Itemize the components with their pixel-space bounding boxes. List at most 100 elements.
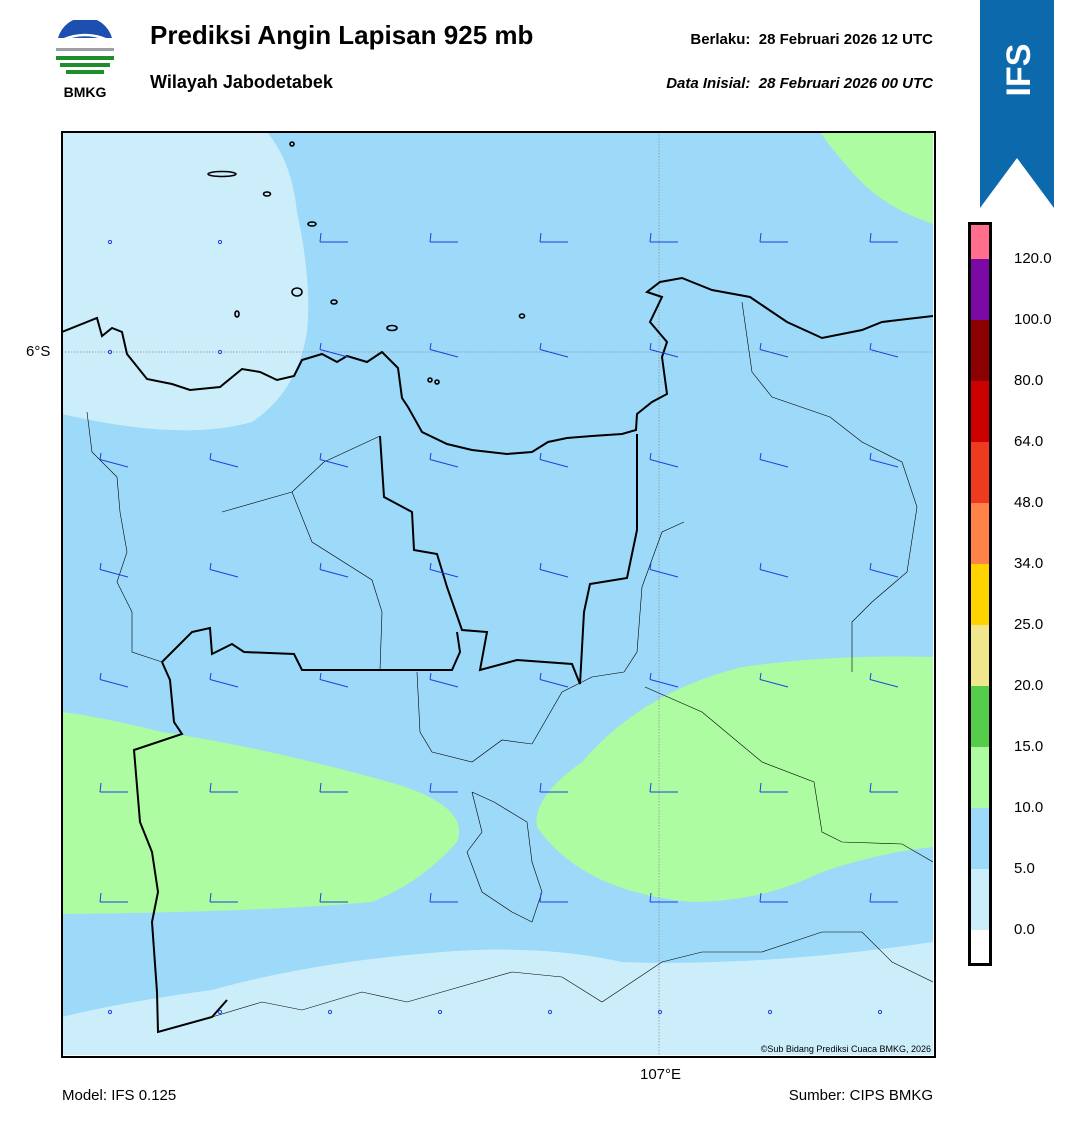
wind-barb (99, 672, 129, 688)
wind-barb (209, 562, 239, 578)
model-label: Model: IFS 0.125 (62, 1087, 177, 1104)
wind-barb (869, 232, 898, 243)
wind-barb (649, 562, 679, 578)
colorbar-tick-label: 48.0 (1014, 494, 1044, 511)
wind-barb (319, 232, 348, 243)
wind-barb (869, 782, 898, 793)
wind-barb (99, 782, 128, 793)
wind-barb (869, 342, 899, 358)
calm-wind-symbol (107, 239, 113, 245)
wind-barb (429, 342, 459, 358)
colorbar-segment (970, 869, 990, 930)
wind-barb (319, 892, 348, 903)
wind-barb (759, 342, 789, 358)
wind-barb (539, 782, 568, 793)
colorbar-tick-label: 5.0 (1014, 860, 1035, 877)
moderate-area-east (536, 656, 933, 902)
valid-time: Berlaku: 28 Februari 2026 12 UTC (690, 31, 933, 48)
longitude-label: 107°E (640, 1066, 682, 1083)
region-subtitle: Wilayah Jabodetabek (150, 72, 333, 92)
calm-wind-symbol (217, 349, 223, 355)
colorbar-segment (970, 564, 990, 625)
map-title: Prediksi Angin Lapisan 925 mb (150, 20, 534, 50)
wind-barb (209, 452, 239, 468)
wind-barb (539, 892, 568, 903)
district-borders (86, 301, 933, 1018)
colorbar-segment (970, 625, 990, 686)
colorbar-segment (970, 442, 990, 503)
wind-barb (539, 672, 569, 688)
wind-barb (319, 672, 349, 688)
colorbar-segment (970, 381, 990, 442)
colorbar-tick-label: 80.0 (1014, 372, 1044, 389)
wind-barb (759, 562, 789, 578)
colorbar-tick-label: 100.0 (1014, 311, 1052, 328)
wind-barb (99, 452, 129, 468)
init-label: Data Inisial: (666, 75, 751, 92)
colorbar-tick-label: 10.0 (1014, 799, 1044, 816)
coastline (62, 276, 933, 456)
colorbar-segment (970, 503, 990, 564)
colorbar-tick-label: 25.0 (1014, 616, 1044, 633)
calm-wind-symbol (217, 239, 223, 245)
wind-barb (649, 892, 678, 903)
valid-value: 28 Februari 2026 12 UTC (758, 31, 933, 48)
bmkg-logo: BMKG (52, 17, 118, 102)
wind-barb (759, 672, 789, 688)
wind-barb (649, 672, 679, 688)
copyright-text: ©Sub Bidang Prediksi Cuaca BMKG, 2026 (760, 1044, 931, 1054)
wind-barb (99, 892, 128, 903)
colorbar-tick-label: 120.0 (1014, 250, 1052, 267)
wind-barb (319, 562, 349, 578)
colorbar-tick-label: 15.0 (1014, 738, 1044, 755)
wind-barb (429, 672, 459, 688)
calm-wind-symbol (547, 1009, 553, 1015)
calm-wind-symbol (107, 1009, 113, 1015)
bmkg-logo-icon (56, 17, 114, 74)
calm-area-north (62, 132, 309, 431)
colorbar-segment (970, 747, 990, 808)
wind-barb (429, 452, 459, 468)
thousand-islands (207, 141, 526, 385)
init-value: 28 Februari 2026 00 UTC (758, 75, 933, 92)
wind-barb (539, 232, 568, 243)
wind-barb (649, 342, 679, 358)
province-border-jakarta (379, 434, 638, 685)
init-time: Data Inisial: 28 Februari 2026 00 UTC (666, 75, 933, 92)
wind-barb (209, 782, 238, 793)
wind-barb (869, 672, 899, 688)
colorbar-segment (970, 259, 990, 320)
wind-barbs (99, 232, 899, 1015)
wind-barb (649, 782, 678, 793)
wind-map (62, 132, 933, 1055)
calm-wind-symbol (327, 1009, 333, 1015)
wind-barb (539, 562, 569, 578)
colorbar-segment (970, 224, 990, 259)
wind-barb (759, 452, 789, 468)
wind-barb (319, 342, 349, 358)
colorbar-segment (970, 808, 990, 869)
wind-barb (429, 892, 458, 903)
colorbar-segment (970, 686, 990, 747)
logo-text: BMKG (63, 84, 107, 100)
calm-wind-symbol (657, 1009, 663, 1015)
colorbar-tick-label: 20.0 (1014, 677, 1044, 694)
calm-wind-symbol (217, 1009, 223, 1015)
wind-barb (429, 782, 458, 793)
province-border-west (161, 626, 462, 671)
wind-barb (99, 562, 129, 578)
wind-barb (759, 232, 788, 243)
wind-barb (759, 892, 788, 903)
wind-barb (209, 672, 239, 688)
calm-wind-symbol (107, 349, 113, 355)
banner-text: IFS (1000, 44, 1038, 97)
ifs-banner: IFS (980, 0, 1054, 210)
colorbar-segment (970, 930, 990, 964)
colorbar (968, 222, 992, 966)
wind-map-canvas (62, 132, 933, 1055)
moderate-area-northeast (820, 132, 933, 224)
calm-wind-symbol (877, 1009, 883, 1015)
moderate-area-west (62, 712, 460, 914)
calm-area-south (62, 942, 933, 1055)
wind-barb (209, 892, 238, 903)
